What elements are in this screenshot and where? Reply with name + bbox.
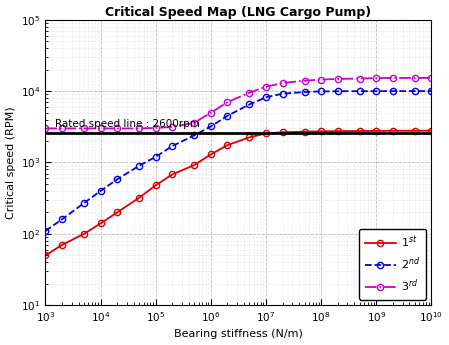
1$^{st}$ — [318, 129, 324, 134]
2$^{nd}$ — [43, 229, 48, 233]
3$^{rd}$ — [247, 91, 252, 95]
1$^{st}$ — [247, 135, 252, 139]
1$^{st}$ — [374, 129, 379, 133]
1$^{st}$ — [412, 129, 418, 133]
1$^{st}$ — [390, 129, 396, 133]
2$^{nd}$ — [208, 124, 214, 128]
2$^{nd}$ — [81, 201, 87, 205]
3$^{rd}$ — [263, 85, 269, 89]
3$^{rd}$ — [170, 125, 175, 129]
3$^{rd}$ — [390, 76, 396, 80]
2$^{nd}$ — [280, 92, 285, 96]
1$^{st}$ — [208, 152, 214, 156]
2$^{nd}$ — [263, 95, 269, 99]
1$^{st}$ — [357, 129, 362, 133]
2$^{nd}$ — [318, 89, 324, 93]
3$^{rd}$ — [81, 126, 87, 130]
1$^{st}$ — [429, 129, 434, 133]
Line: 3$^{rd}$: 3$^{rd}$ — [42, 75, 435, 131]
2$^{nd}$ — [335, 89, 340, 93]
1$^{st}$ — [98, 221, 103, 226]
3$^{rd}$ — [302, 79, 307, 83]
3$^{rd}$ — [192, 121, 197, 125]
Title: Critical Speed Map (LNG Cargo Pump): Critical Speed Map (LNG Cargo Pump) — [106, 6, 371, 19]
2$^{nd}$ — [170, 144, 175, 148]
3$^{rd}$ — [225, 100, 230, 104]
2$^{nd}$ — [153, 155, 158, 159]
3$^{rd}$ — [280, 81, 285, 85]
3$^{rd}$ — [136, 126, 142, 130]
2$^{nd}$ — [357, 89, 362, 93]
Line: 2$^{nd}$: 2$^{nd}$ — [42, 88, 435, 234]
3$^{rd}$ — [357, 77, 362, 81]
3$^{rd}$ — [412, 76, 418, 80]
1$^{st}$ — [335, 129, 340, 133]
Legend: 1$^{st}$, 2$^{nd}$, 3$^{rd}$: 1$^{st}$, 2$^{nd}$, 3$^{rd}$ — [359, 229, 426, 300]
1$^{st}$ — [302, 130, 307, 134]
2$^{nd}$ — [225, 114, 230, 118]
2$^{nd}$ — [429, 89, 434, 93]
3$^{rd}$ — [374, 76, 379, 80]
1$^{st}$ — [225, 143, 230, 147]
1$^{st}$ — [59, 243, 65, 247]
1$^{st}$ — [192, 163, 197, 167]
Line: 1$^{st}$: 1$^{st}$ — [42, 128, 435, 258]
2$^{nd}$ — [412, 89, 418, 93]
X-axis label: Bearing stiffness (N/m): Bearing stiffness (N/m) — [174, 329, 303, 339]
2$^{nd}$ — [98, 189, 103, 193]
1$^{st}$ — [170, 172, 175, 177]
3$^{rd}$ — [114, 126, 120, 130]
Text: Rated speed line : 2600rpm: Rated speed line : 2600rpm — [55, 119, 200, 129]
2$^{nd}$ — [192, 133, 197, 137]
1$^{st}$ — [136, 196, 142, 200]
3$^{rd}$ — [153, 126, 158, 130]
3$^{rd}$ — [429, 76, 434, 80]
1$^{st}$ — [43, 253, 48, 257]
3$^{rd}$ — [98, 126, 103, 130]
1$^{st}$ — [114, 210, 120, 215]
2$^{nd}$ — [136, 164, 142, 168]
2$^{nd}$ — [114, 177, 120, 181]
3$^{rd}$ — [59, 126, 65, 130]
2$^{nd}$ — [247, 102, 252, 107]
3$^{rd}$ — [43, 126, 48, 130]
3$^{rd}$ — [318, 78, 324, 82]
1$^{st}$ — [153, 183, 158, 187]
2$^{nd}$ — [390, 89, 396, 93]
2$^{nd}$ — [302, 90, 307, 94]
1$^{st}$ — [263, 131, 269, 136]
1$^{st}$ — [81, 232, 87, 236]
Y-axis label: Critical speed (RPM): Critical speed (RPM) — [5, 106, 16, 219]
2$^{nd}$ — [374, 89, 379, 93]
3$^{rd}$ — [208, 110, 214, 115]
1$^{st}$ — [280, 130, 285, 134]
2$^{nd}$ — [59, 217, 65, 221]
3$^{rd}$ — [335, 77, 340, 81]
